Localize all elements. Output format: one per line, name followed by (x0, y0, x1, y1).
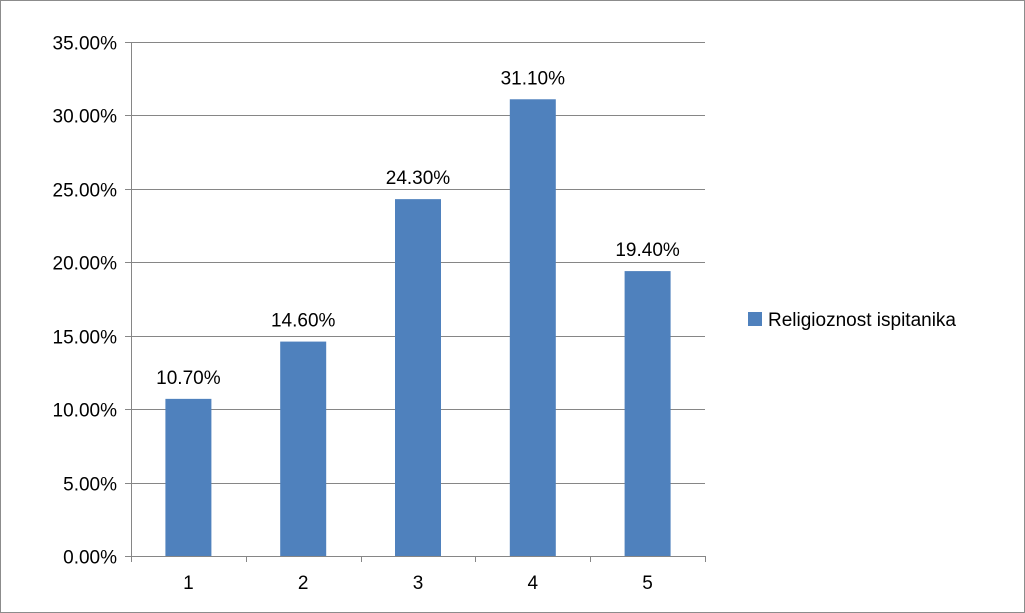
x-tick-label: 4 (528, 573, 539, 594)
bars (165, 99, 671, 556)
y-tick-label: 5.00% (63, 475, 117, 496)
data-labels: 10.70% 14.60% 24.30% 31.10% 19.40% (156, 68, 680, 389)
x-tick-label: 3 (413, 573, 424, 594)
axes (125, 42, 706, 562)
y-tick-label: 25.00% (53, 181, 118, 202)
legend-label: Religioznost ispitanika (768, 310, 956, 331)
data-label: 10.70% (156, 368, 221, 389)
bar (395, 199, 441, 556)
data-label: 14.60% (271, 311, 336, 332)
bar (624, 271, 671, 556)
data-label: 31.10% (501, 68, 566, 89)
x-tick-label: 1 (183, 573, 194, 594)
data-label: 24.30% (386, 168, 451, 189)
x-tick-label: 5 (642, 573, 653, 594)
bar (165, 398, 212, 556)
y-tick-label: 15.00% (53, 328, 118, 349)
x-tick-labels: 1 2 3 4 5 (183, 573, 653, 594)
legend: Religioznost ispitanika (748, 310, 956, 331)
y-tick-label: 35.00% (53, 34, 118, 55)
y-tick-label: 30.00% (53, 107, 118, 128)
bar (280, 341, 327, 556)
x-tick-label: 2 (298, 573, 309, 594)
data-label: 19.40% (615, 240, 680, 261)
y-tick-label: 0.00% (63, 548, 117, 569)
legend-swatch (748, 312, 762, 326)
y-tick-label: 20.00% (53, 254, 118, 275)
y-tick-labels: 0.00% 5.00% 10.00% 15.00% 20.00% 25.00% 30.00%… (53, 34, 118, 569)
bar (509, 99, 556, 556)
y-tick-label: 10.00% (53, 401, 118, 422)
